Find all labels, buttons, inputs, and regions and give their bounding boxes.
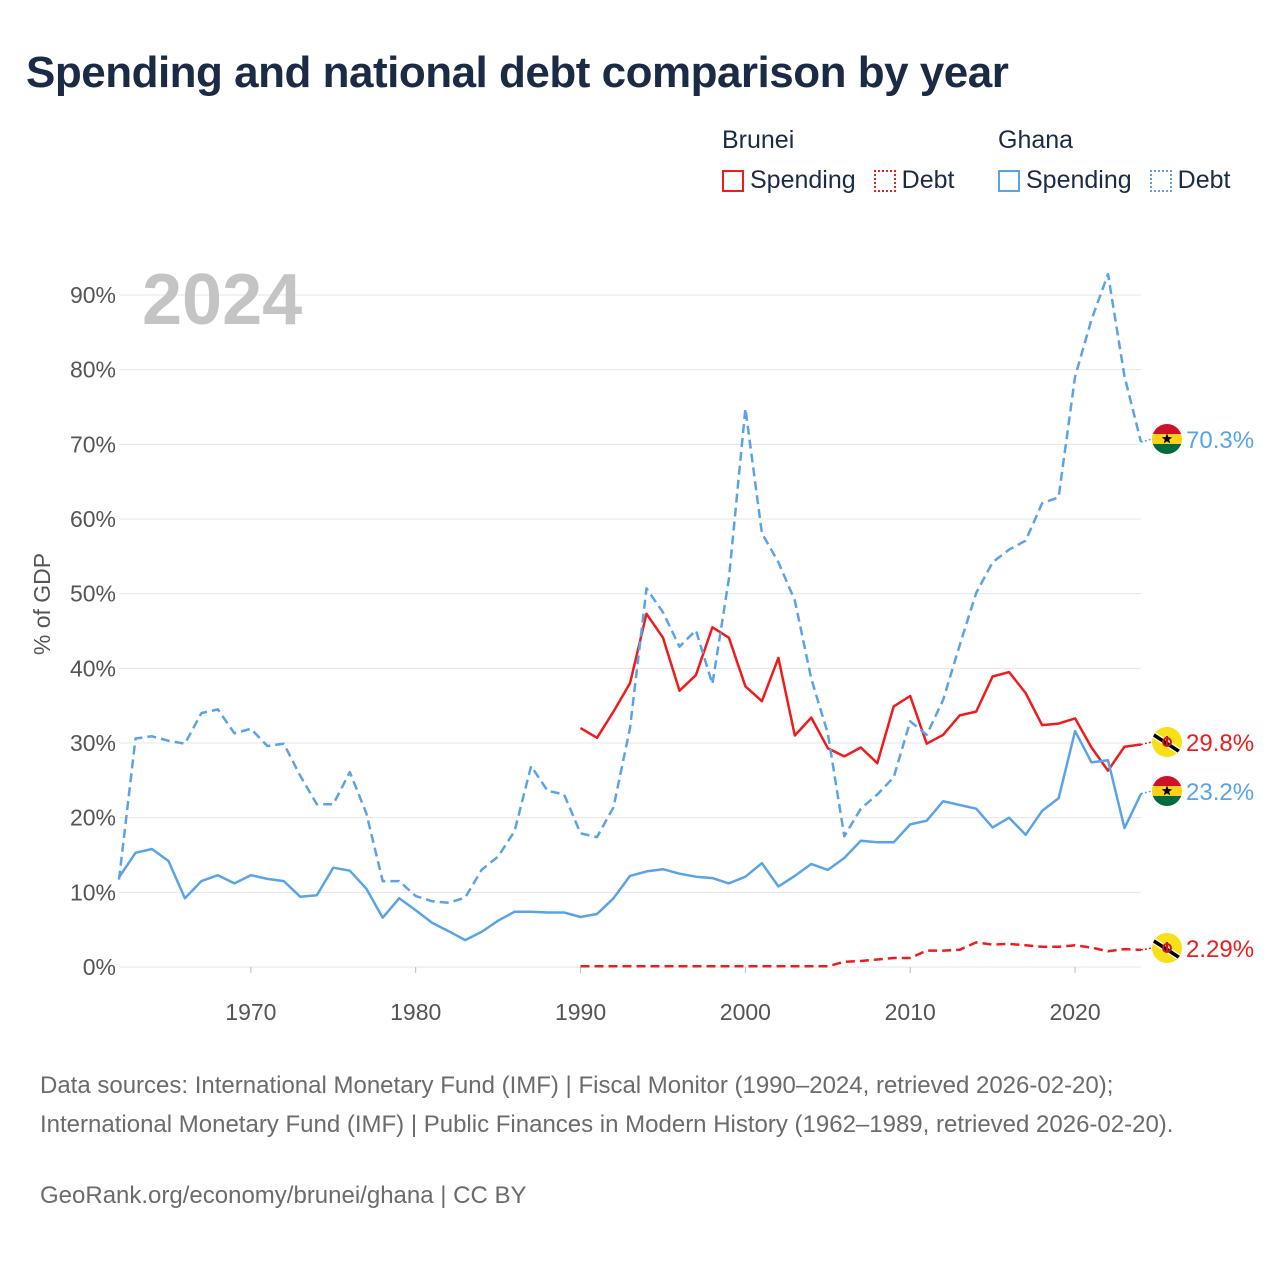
x-tick-label: 1980 — [390, 999, 441, 1025]
end-value-label: 70.3% — [1186, 427, 1254, 454]
y-tick-label: 10% — [70, 879, 116, 905]
attribution-link[interactable]: GeoRank.org/economy/brunei/ghana | CC BY — [40, 1182, 527, 1209]
legend-country-label: Ghana — [998, 126, 1074, 154]
year-watermark: 2024 — [142, 260, 302, 340]
x-tick-label: 1970 — [225, 999, 276, 1025]
solid-line-swatch-icon — [998, 169, 1020, 192]
legend-ghana: Ghana Spending Debt — [998, 124, 1230, 195]
y-tick-label: 40% — [70, 655, 116, 681]
series-line-ghana-spending[interactable] — [117, 729, 1143, 942]
line-chart: 0% 10% 20% 30% 40% 50% 60% 70% 80% 90% 1970 1980 199… — [29, 260, 1254, 1025]
legend-country-label: Brunei — [722, 126, 795, 154]
y-tick-label: 60% — [70, 506, 116, 532]
legend-item-label: Spending — [1026, 166, 1132, 194]
y-tick-label: 0% — [83, 954, 116, 980]
end-leader-line — [1140, 741, 1153, 746]
end-value-label: 29.8% — [1186, 730, 1254, 757]
ghana-flag-icon — [1152, 424, 1182, 454]
chart-title: Spending and national debt comparison by… — [26, 48, 1009, 97]
end-leader-line — [1140, 947, 1153, 951]
y-tick-label: 80% — [70, 357, 116, 383]
dotted-line-swatch-icon — [1149, 169, 1172, 192]
legend-ghana-spending[interactable]: Spending — [998, 166, 1132, 195]
legend-ghana-debt[interactable]: Debt — [1149, 166, 1231, 195]
series-layer — [117, 272, 1143, 968]
y-axis-title: % of GDP — [29, 553, 55, 655]
grid-layer: 0% 10% 20% 30% 40% 50% 60% 70% 80% 90% 1970 1980 199… — [70, 282, 1141, 1025]
legend-item-label: Debt — [901, 166, 955, 194]
dotted-line-swatch-icon — [873, 169, 896, 192]
end-value-label: 23.2% — [1186, 779, 1254, 806]
x-tick-label: 2000 — [720, 999, 771, 1025]
x-tick-label: 1990 — [555, 999, 606, 1025]
data-sources-note: Data sources: International Monetary Fun… — [40, 1072, 1174, 1138]
end-leader-line — [1140, 790, 1153, 795]
y-tick-label: 70% — [70, 431, 116, 457]
brunei-flag-icon — [1152, 933, 1182, 963]
legend-brunei: Brunei Spending Debt — [722, 124, 954, 195]
series-line-brunei-spending[interactable] — [579, 612, 1142, 772]
solid-line-swatch-icon — [722, 169, 744, 192]
end-leader-line — [1140, 438, 1153, 443]
y-tick-label: 90% — [70, 282, 116, 308]
series-line-brunei-debt[interactable] — [580, 941, 1142, 968]
y-tick-label: 50% — [70, 581, 116, 607]
series-line-ghana-debt[interactable] — [117, 272, 1143, 905]
legend-item-label: Debt — [1177, 166, 1231, 194]
end-label-layer: 29.8% 2.29% 23.2% 70.3% — [1140, 424, 1254, 963]
legend-item-label: Spending — [750, 166, 856, 194]
y-tick-label: 30% — [70, 730, 116, 756]
legend-brunei-debt[interactable]: Debt — [873, 166, 955, 195]
legend-brunei-spending[interactable]: Spending — [722, 166, 856, 195]
end-value-label: 2.29% — [1186, 936, 1254, 963]
brunei-flag-icon — [1152, 727, 1182, 757]
x-tick-label: 2020 — [1049, 999, 1100, 1025]
x-tick-label: 2010 — [885, 999, 936, 1025]
ghana-flag-icon — [1152, 776, 1182, 806]
y-tick-label: 20% — [70, 805, 116, 831]
